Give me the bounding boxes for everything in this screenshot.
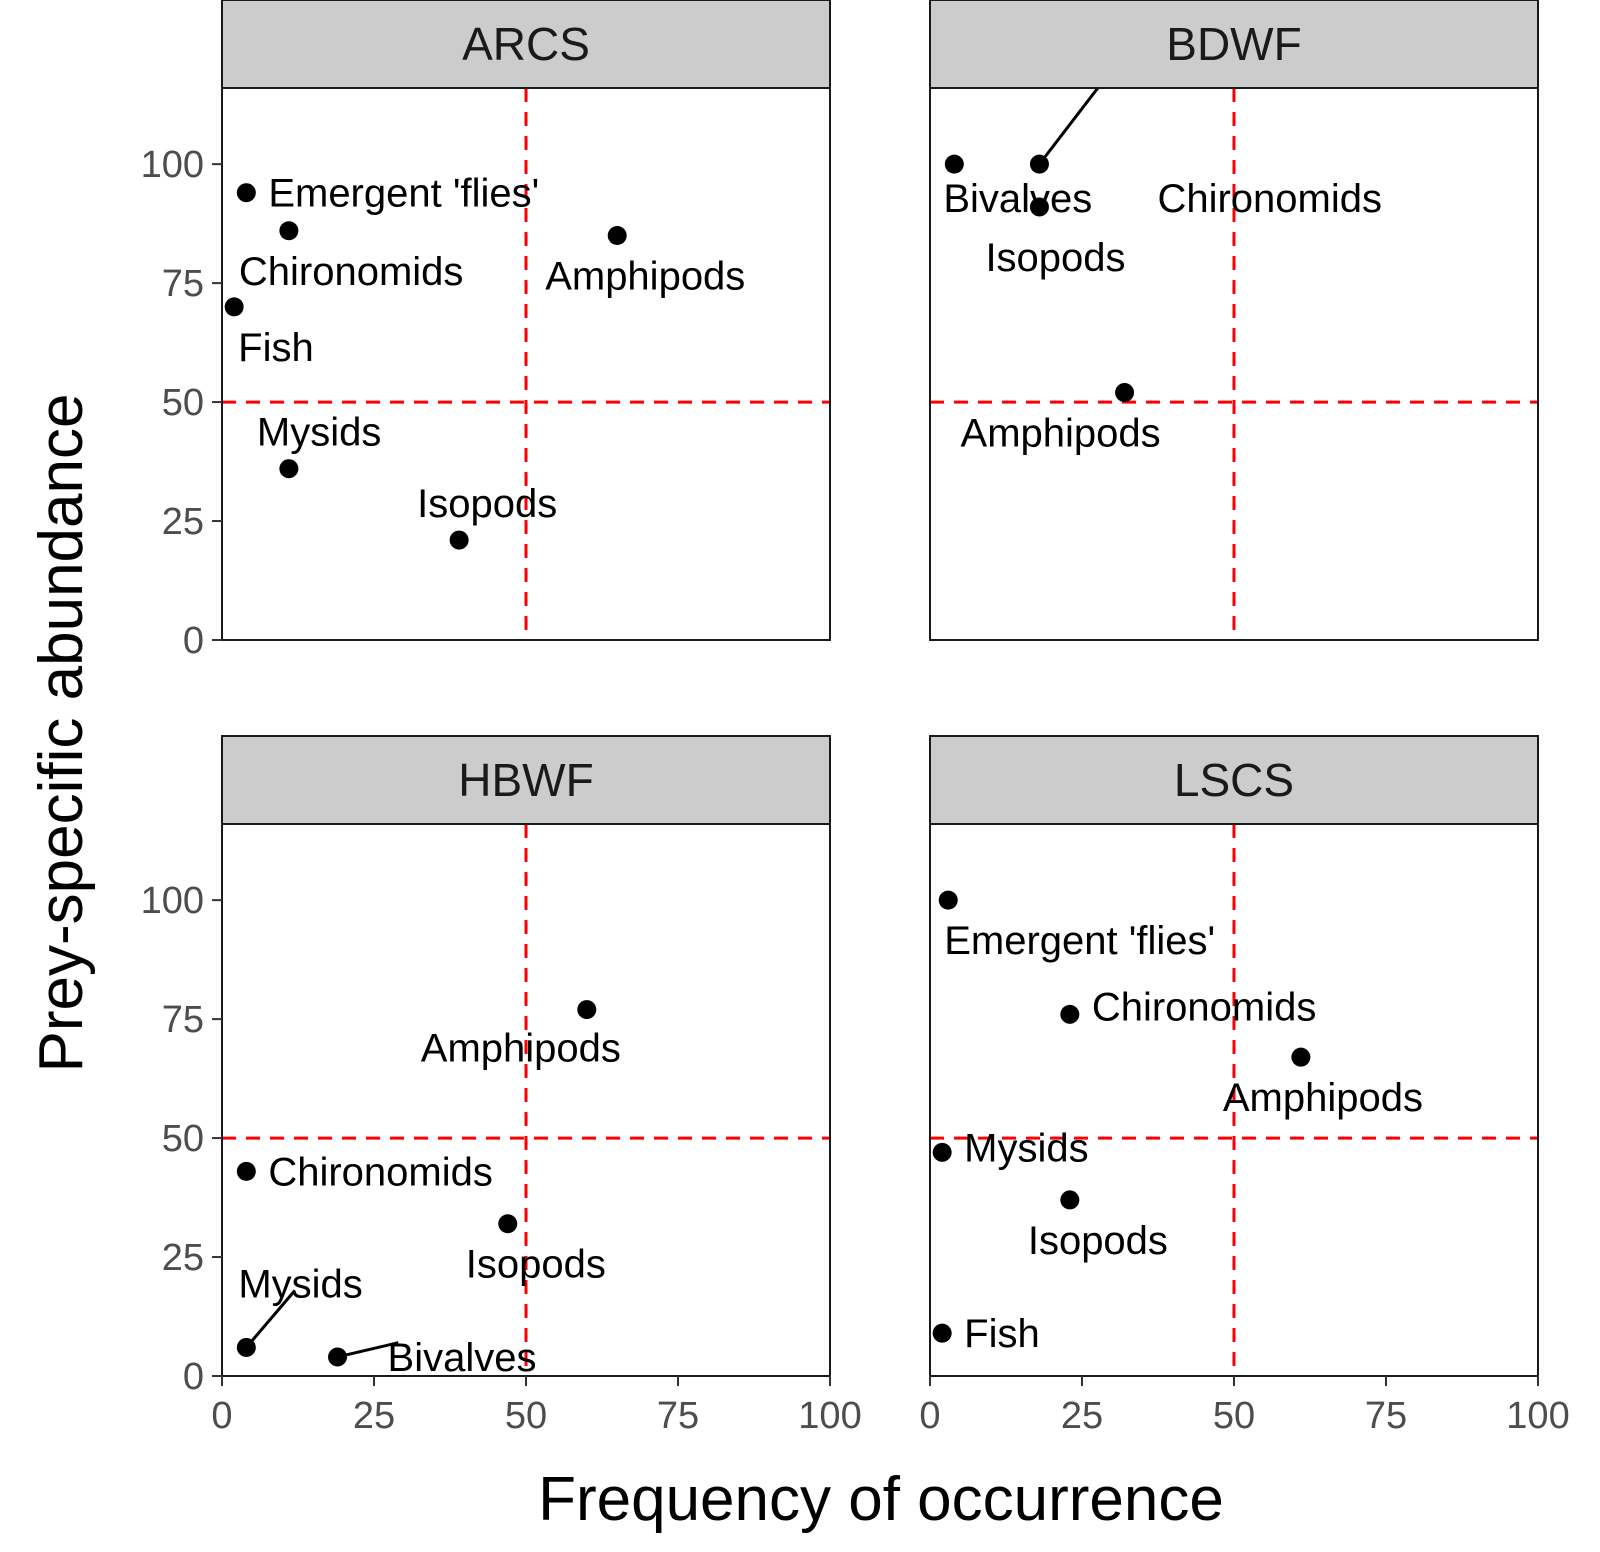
facet-panel-hbwf: HBWF Amphipods Chironomids Isopods Mysids Biv… [141,735,862,1437]
facet-panel-bdwf: BDWF Bivalves Chironomids Isopods Amphipods [929,0,1539,641]
y-tick-label: 25 [162,501,204,543]
data-point [932,1142,952,1162]
data-point [236,1337,256,1357]
facet-strip-label: LSCS [1174,754,1294,806]
point-label: Isopods [985,236,1125,280]
plot-area [930,88,1538,640]
x-tick-label: 25 [353,1395,395,1437]
point-label: Chironomids [1157,177,1382,221]
data-point [279,459,299,479]
facet-panels: ARCS Emergent 'flies' Chironomids Amphipods… [141,0,1570,1437]
plot-area [222,824,830,1376]
point-label: Chironomids [1092,985,1317,1029]
data-point [938,890,958,910]
point-label: Amphipods [1223,1076,1423,1120]
plot-area [930,824,1538,1376]
point-label: Amphipods [545,255,745,299]
x-tick-label: 100 [798,1395,861,1437]
data-point [607,226,627,246]
facet-strip [929,0,1539,89]
data-point [1060,1190,1080,1210]
y-tick-label: 50 [162,382,204,424]
x-tick-label: 100 [1506,1395,1569,1437]
data-point [944,154,964,174]
point-label: Bivalves [943,177,1092,221]
y-tick-label: 75 [162,999,204,1041]
data-point [236,183,256,203]
data-point [224,297,244,317]
point-label: Chironomids [239,250,464,294]
x-tick-label: 0 [919,1395,940,1437]
point-label: Emergent 'flies' [268,172,539,216]
x-tick-label: 0 [211,1395,232,1437]
point-label: Mysids [257,411,381,455]
plot-area [222,88,830,640]
y-tick-label: 25 [162,1237,204,1279]
x-tick-label: 25 [1061,1395,1103,1437]
x-tick-label: 50 [1213,1395,1255,1437]
point-label: Isopods [466,1243,606,1287]
label-connector [337,1341,399,1359]
point-label: Bivalves [388,1336,537,1380]
point-label: Chironomids [268,1150,493,1194]
facet-strip [221,0,831,89]
x-tick-label: 75 [1365,1395,1407,1437]
point-label: Fish [964,1312,1040,1356]
x-tick-label: 75 [657,1395,699,1437]
facet-strip-label: HBWF [458,754,593,806]
x-tick-label: 50 [505,1395,547,1437]
point-label: Fish [238,326,314,370]
label-connector [1038,88,1100,166]
point-label: Mysids [964,1126,1088,1170]
data-point [1291,1047,1311,1067]
panel-border [929,87,1539,641]
point-label: Amphipods [961,412,1161,456]
data-point [1029,197,1049,217]
facet-strip [221,735,831,825]
y-tick-label: 100 [141,144,204,186]
y-axis-title: Prey-specific abundance [27,394,96,1073]
data-point [1029,154,1049,174]
data-point [1060,1004,1080,1024]
facet-strip-label: ARCS [462,18,590,70]
x-axis-title: Frequency of occurrence [538,1465,1224,1534]
data-point [1115,383,1135,403]
y-tick-label: 0 [183,620,204,662]
point-label: Amphipods [421,1027,621,1071]
point-label: Emergent 'flies' [944,919,1215,963]
label-connector [245,1289,297,1349]
data-point [449,530,469,550]
y-tick-label: 50 [162,1118,204,1160]
y-tick-label: 0 [183,1356,204,1398]
y-tick-label: 100 [141,880,204,922]
facet-strip [929,735,1539,825]
y-tick-label: 75 [162,263,204,305]
point-label: Isopods [417,482,557,526]
data-point [236,1161,256,1181]
data-point [932,1323,952,1343]
data-point [328,1347,348,1367]
panel-border [221,87,831,641]
data-point [279,221,299,241]
data-point [577,1000,597,1020]
point-label: Isopods [1028,1219,1168,1263]
facet-strip-label: BDWF [1166,18,1301,70]
facet-panel-arcs: ARCS Emergent 'flies' Chironomids Amphipods… [141,0,831,662]
point-label: Mysids [238,1262,362,1306]
facet-panel-lscs: LSCS Emergent 'flies' Chironomids Amphipods… [919,735,1570,1437]
data-point [498,1214,518,1234]
